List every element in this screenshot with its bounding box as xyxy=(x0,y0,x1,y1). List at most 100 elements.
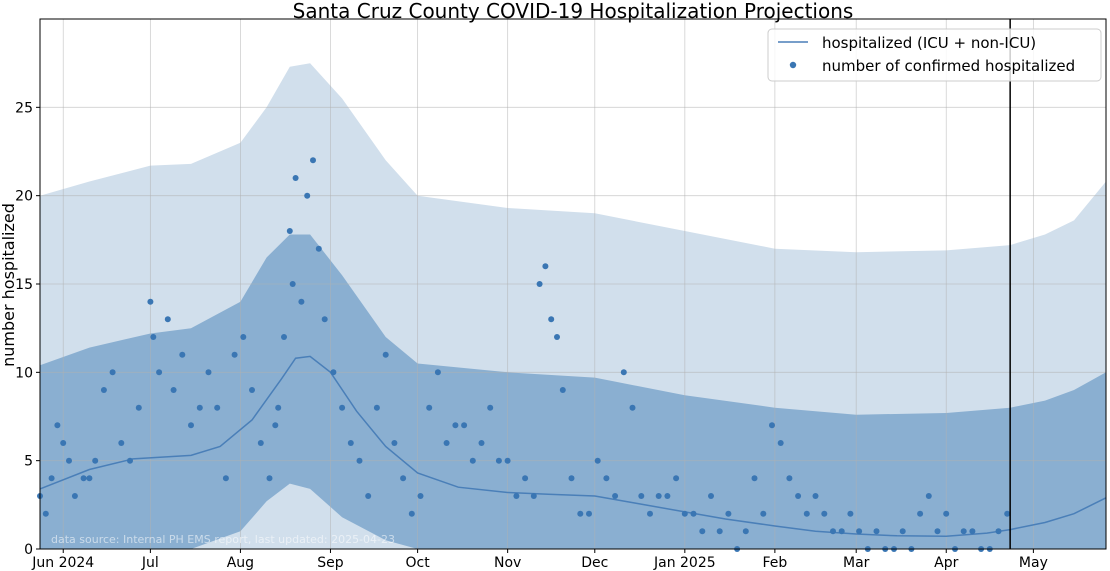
data-point xyxy=(147,298,154,305)
data-point xyxy=(266,475,273,482)
grid xyxy=(40,19,1106,550)
y-tick-label: 25 xyxy=(15,100,33,116)
data-point xyxy=(443,440,450,446)
data-point xyxy=(812,493,819,499)
data-point xyxy=(240,334,247,340)
x-tick-label: Nov xyxy=(494,555,521,571)
data-source-note: data source: Internal PH EMS report, las… xyxy=(51,533,395,546)
data-point xyxy=(118,440,125,446)
data-point xyxy=(339,404,346,411)
data-point xyxy=(365,493,372,499)
legend-label-line: hospitalized (ICU + non-ICU) xyxy=(822,34,1036,52)
data-point xyxy=(356,457,363,464)
data-point xyxy=(725,510,732,517)
data-point xyxy=(315,245,322,252)
data-point xyxy=(281,334,287,340)
y-axis: 0 5 10 15 20 25 xyxy=(15,100,40,558)
x-tick-label: Sep xyxy=(317,555,344,571)
chart-title: Santa Cruz County COVID-19 Hospitalizati… xyxy=(293,0,854,23)
data-point xyxy=(92,457,99,464)
data-point xyxy=(522,475,529,482)
data-point xyxy=(751,475,758,482)
data-point xyxy=(54,422,61,429)
data-point xyxy=(925,493,932,499)
data-point xyxy=(382,351,389,358)
data-point xyxy=(289,281,296,287)
x-tick-label: Jul xyxy=(141,555,159,571)
data-point xyxy=(568,475,575,482)
data-point xyxy=(690,510,697,517)
data-point xyxy=(330,369,337,376)
data-point xyxy=(664,493,671,499)
legend-point-swatch xyxy=(789,61,797,69)
data-point xyxy=(899,528,906,535)
data-point xyxy=(304,192,311,199)
data-point xyxy=(594,457,601,464)
data-point xyxy=(629,404,636,411)
data-point xyxy=(803,510,810,517)
data-point xyxy=(548,316,555,323)
data-point xyxy=(347,440,354,446)
data-point xyxy=(400,475,407,482)
data-point xyxy=(542,263,549,270)
data-point xyxy=(434,369,441,376)
data-point xyxy=(620,369,627,376)
data-point xyxy=(495,457,502,464)
data-point xyxy=(214,404,221,411)
data-point xyxy=(249,387,255,393)
data-point xyxy=(408,510,415,517)
data-point xyxy=(960,528,967,535)
data-point xyxy=(681,510,688,517)
data-point xyxy=(298,298,305,305)
data-point xyxy=(638,493,645,499)
legend-label-points: number of confirmed hospitalized xyxy=(822,57,1075,75)
x-axis: Jun 2024 Jul Aug Sep Oct Nov Dec Jan 2025 Feb Mar… xyxy=(31,549,1048,571)
data-point xyxy=(655,493,662,499)
data-point xyxy=(838,528,845,535)
data-point xyxy=(769,422,775,429)
data-point xyxy=(188,422,194,429)
x-tick-label: Aug xyxy=(227,555,254,571)
data-point xyxy=(821,510,828,517)
data-point xyxy=(934,528,941,535)
data-point xyxy=(786,475,793,482)
data-point xyxy=(100,387,107,393)
data-point xyxy=(164,316,171,323)
data-point xyxy=(292,175,299,181)
x-tick-label: Apr xyxy=(934,555,958,571)
confidence-bands xyxy=(40,63,1106,549)
data-point xyxy=(856,528,863,535)
data-point xyxy=(150,334,157,340)
data-point xyxy=(275,404,282,411)
x-tick-label: Mar xyxy=(843,555,870,571)
data-point xyxy=(873,528,880,535)
data-point xyxy=(170,387,177,393)
data-point xyxy=(179,351,186,358)
data-point xyxy=(673,475,680,482)
data-point xyxy=(830,528,836,535)
band-inner xyxy=(40,234,1106,549)
data-point xyxy=(559,387,566,393)
data-point xyxy=(469,457,476,464)
data-point xyxy=(777,440,784,446)
data-point xyxy=(554,334,560,340)
data-point xyxy=(391,440,398,446)
y-tick-label: 0 xyxy=(24,542,33,558)
data-point xyxy=(847,510,854,517)
x-tick-label: Jun 2024 xyxy=(31,555,94,571)
data-point xyxy=(795,493,802,499)
x-tick-label: Feb xyxy=(762,555,787,571)
series-line xyxy=(39,355,1107,538)
data-point xyxy=(478,440,485,446)
data-point xyxy=(71,493,78,499)
data-point xyxy=(699,528,706,535)
data-point xyxy=(716,528,723,535)
data-point xyxy=(42,510,49,517)
y-tick-label: 15 xyxy=(15,277,33,293)
data-point xyxy=(530,493,537,499)
x-tick-label: Oct xyxy=(405,555,430,571)
y-tick-label: 5 xyxy=(24,454,33,470)
data-point xyxy=(373,404,380,411)
data-point xyxy=(196,404,203,411)
